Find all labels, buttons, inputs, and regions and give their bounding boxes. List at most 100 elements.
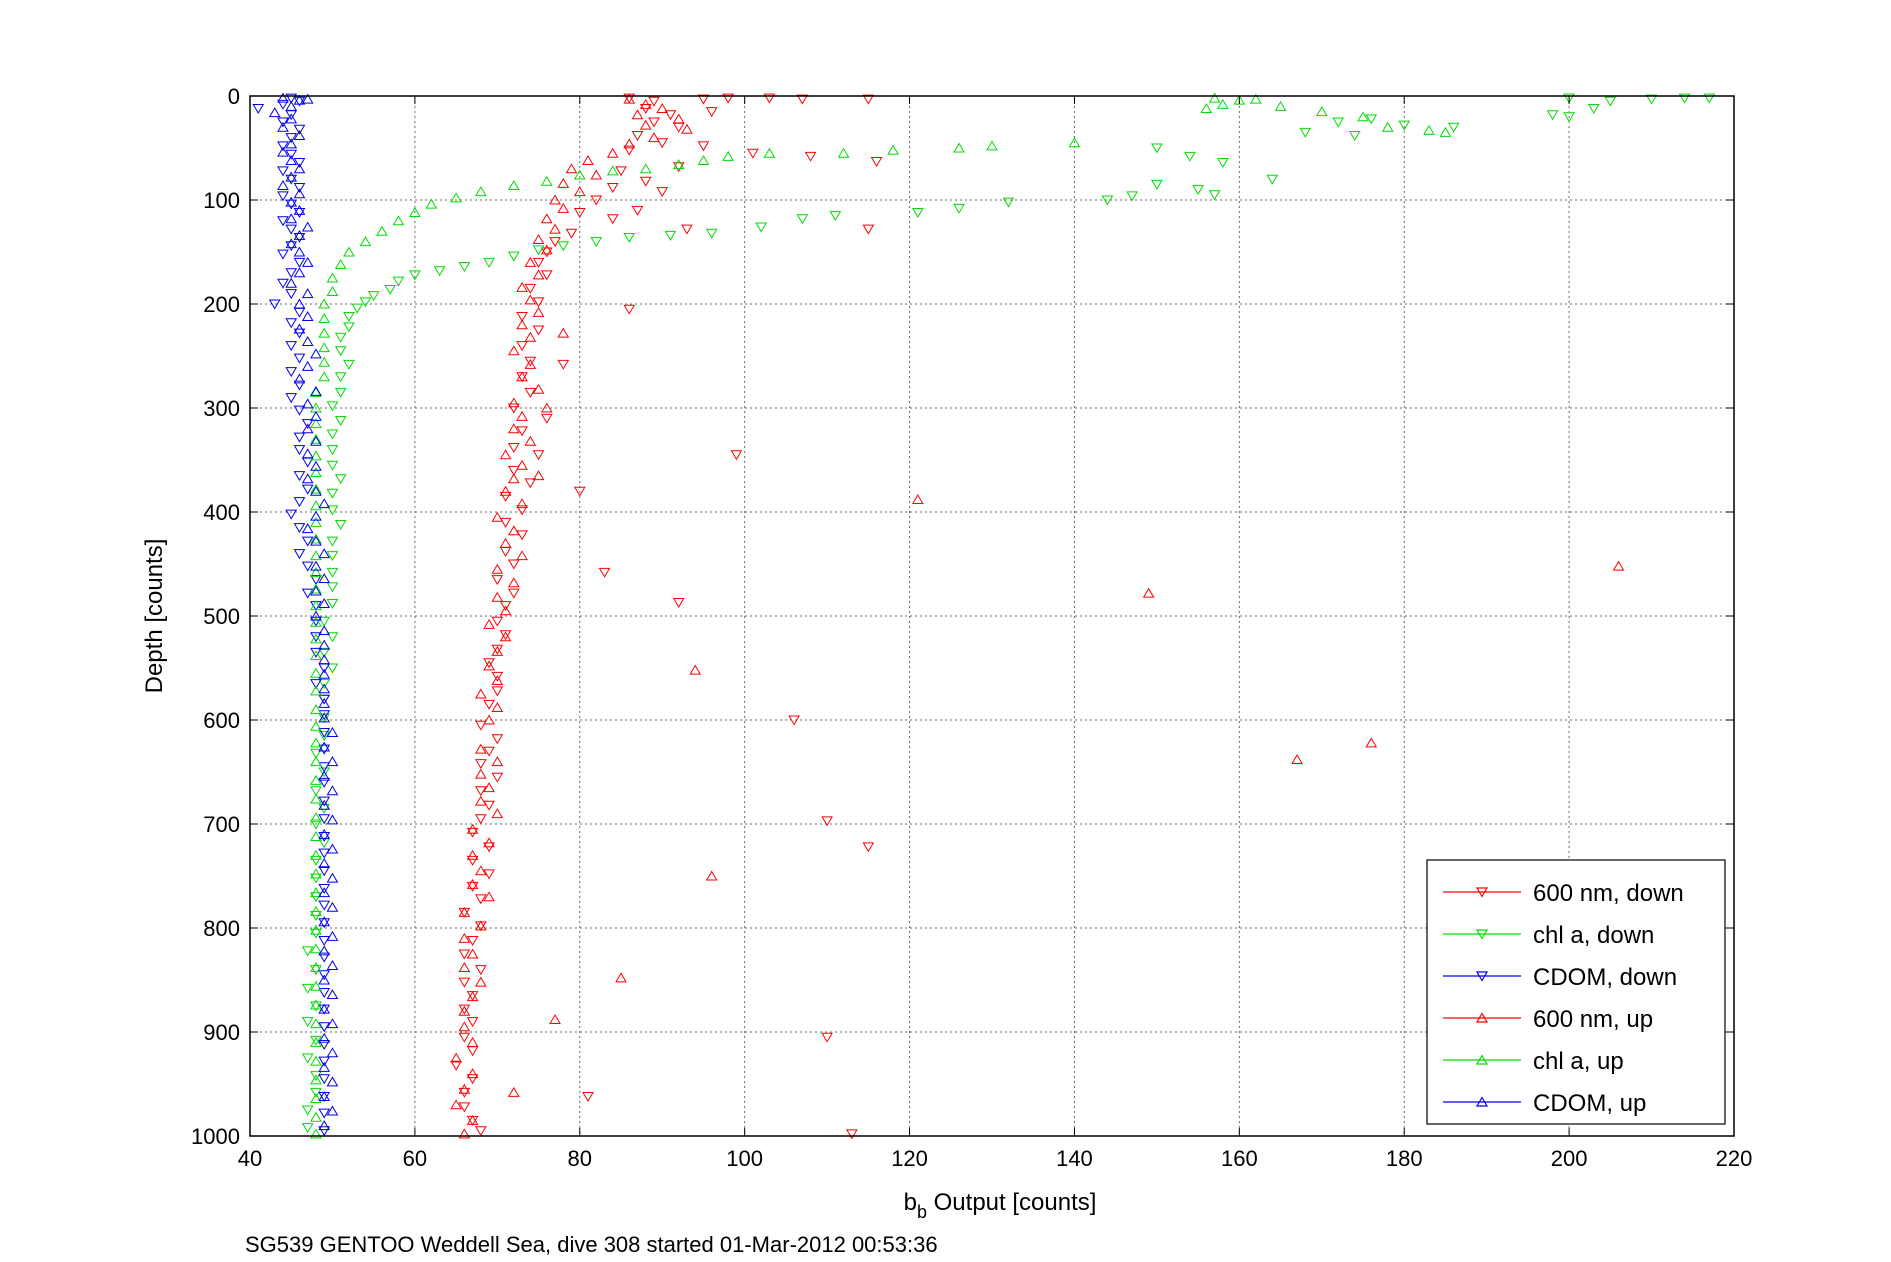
- data-point: [466, 1036, 479, 1047]
- y-tick-label: 700: [203, 812, 240, 837]
- data-point: [516, 426, 528, 437]
- data-point: [334, 258, 347, 269]
- data-point: [1365, 737, 1378, 748]
- data-point: [326, 567, 339, 578]
- data-point: [318, 683, 331, 694]
- chart-caption: SG539 GENTOO Weddell Sea, dive 308 start…: [245, 1232, 938, 1257]
- data-point: [648, 132, 660, 143]
- data-point: [293, 130, 306, 141]
- data-point: [285, 138, 298, 149]
- data-point: [318, 1003, 331, 1014]
- data-point: [326, 843, 339, 854]
- data-point: [310, 905, 322, 916]
- data-point: [318, 1056, 331, 1067]
- data-point: [870, 157, 883, 168]
- data-point: [524, 478, 537, 489]
- data-point: [1274, 100, 1287, 111]
- data-point: [301, 1053, 314, 1064]
- data-point: [491, 616, 504, 627]
- data-point: [301, 448, 314, 459]
- data-point: [285, 393, 298, 404]
- data-point: [524, 358, 537, 369]
- data-point: [293, 96, 306, 107]
- data-point: [334, 372, 347, 383]
- data-point: [326, 401, 339, 412]
- data-point: [318, 573, 331, 584]
- data-point: [301, 419, 314, 430]
- data-point: [631, 109, 644, 120]
- data-point: [310, 704, 322, 715]
- data-point: [557, 359, 570, 370]
- data-point: [293, 204, 306, 215]
- data-point: [606, 147, 619, 158]
- data-point: [310, 560, 322, 571]
- data-point: [334, 474, 347, 485]
- data-point: [318, 298, 331, 309]
- data-point: [1563, 112, 1575, 123]
- data-point: [796, 214, 809, 225]
- data-point: [722, 150, 735, 161]
- data-point: [318, 1120, 331, 1131]
- data-point: [491, 686, 504, 697]
- data-point: [458, 977, 471, 988]
- data-point: [318, 828, 331, 839]
- y-tick-label: 400: [203, 500, 240, 525]
- data-point: [507, 473, 520, 484]
- data-point: [1233, 94, 1246, 105]
- data-point: [310, 943, 322, 954]
- x-tick-label: 220: [1716, 1146, 1753, 1171]
- data-point: [310, 616, 322, 627]
- data-point: [310, 1055, 322, 1066]
- data-point: [318, 858, 331, 869]
- data-point: [326, 286, 339, 297]
- data-point: [623, 304, 636, 315]
- data-point: [747, 148, 759, 159]
- data-point: [293, 445, 306, 456]
- data-point: [277, 249, 289, 260]
- data-point: [293, 523, 306, 534]
- data-point: [318, 974, 331, 985]
- data-point: [458, 1005, 471, 1016]
- data-point: [1068, 137, 1081, 148]
- data-point: [310, 600, 322, 611]
- data-point: [310, 410, 322, 421]
- data-point: [483, 837, 495, 848]
- data-point: [623, 138, 636, 149]
- data-point: [285, 100, 298, 111]
- data-point: [285, 268, 298, 279]
- data-point: [499, 449, 512, 460]
- data-point: [310, 756, 322, 767]
- data-point: [277, 121, 289, 132]
- data-point: [796, 94, 809, 105]
- data-point: [285, 199, 298, 210]
- data-point: [697, 141, 710, 152]
- data-point: [1423, 124, 1435, 135]
- data-point: [1200, 102, 1213, 113]
- data-point: [606, 214, 619, 225]
- data-point: [516, 281, 528, 292]
- data-point: [532, 306, 545, 317]
- data-point: [821, 816, 833, 827]
- data-point: [623, 93, 636, 104]
- data-point: [293, 323, 306, 334]
- data-point: [491, 702, 504, 713]
- data-point: [557, 241, 570, 252]
- data-point: [318, 616, 331, 627]
- data-point: [499, 485, 512, 496]
- data-point: [318, 327, 331, 338]
- data-point: [310, 830, 322, 841]
- data-point: [507, 403, 520, 414]
- data-point: [1291, 754, 1303, 765]
- data-point: [310, 583, 322, 594]
- data-point: [310, 887, 322, 898]
- data-point: [293, 124, 306, 135]
- data-point: [507, 443, 520, 454]
- data-point: [318, 710, 331, 721]
- y-tick-label: 1000: [191, 1124, 240, 1149]
- data-point: [285, 154, 298, 165]
- data-point: [310, 924, 322, 935]
- data-point: [582, 1091, 594, 1102]
- data-point: [507, 559, 520, 570]
- data-point: [1439, 126, 1452, 137]
- data-point: [326, 1105, 339, 1116]
